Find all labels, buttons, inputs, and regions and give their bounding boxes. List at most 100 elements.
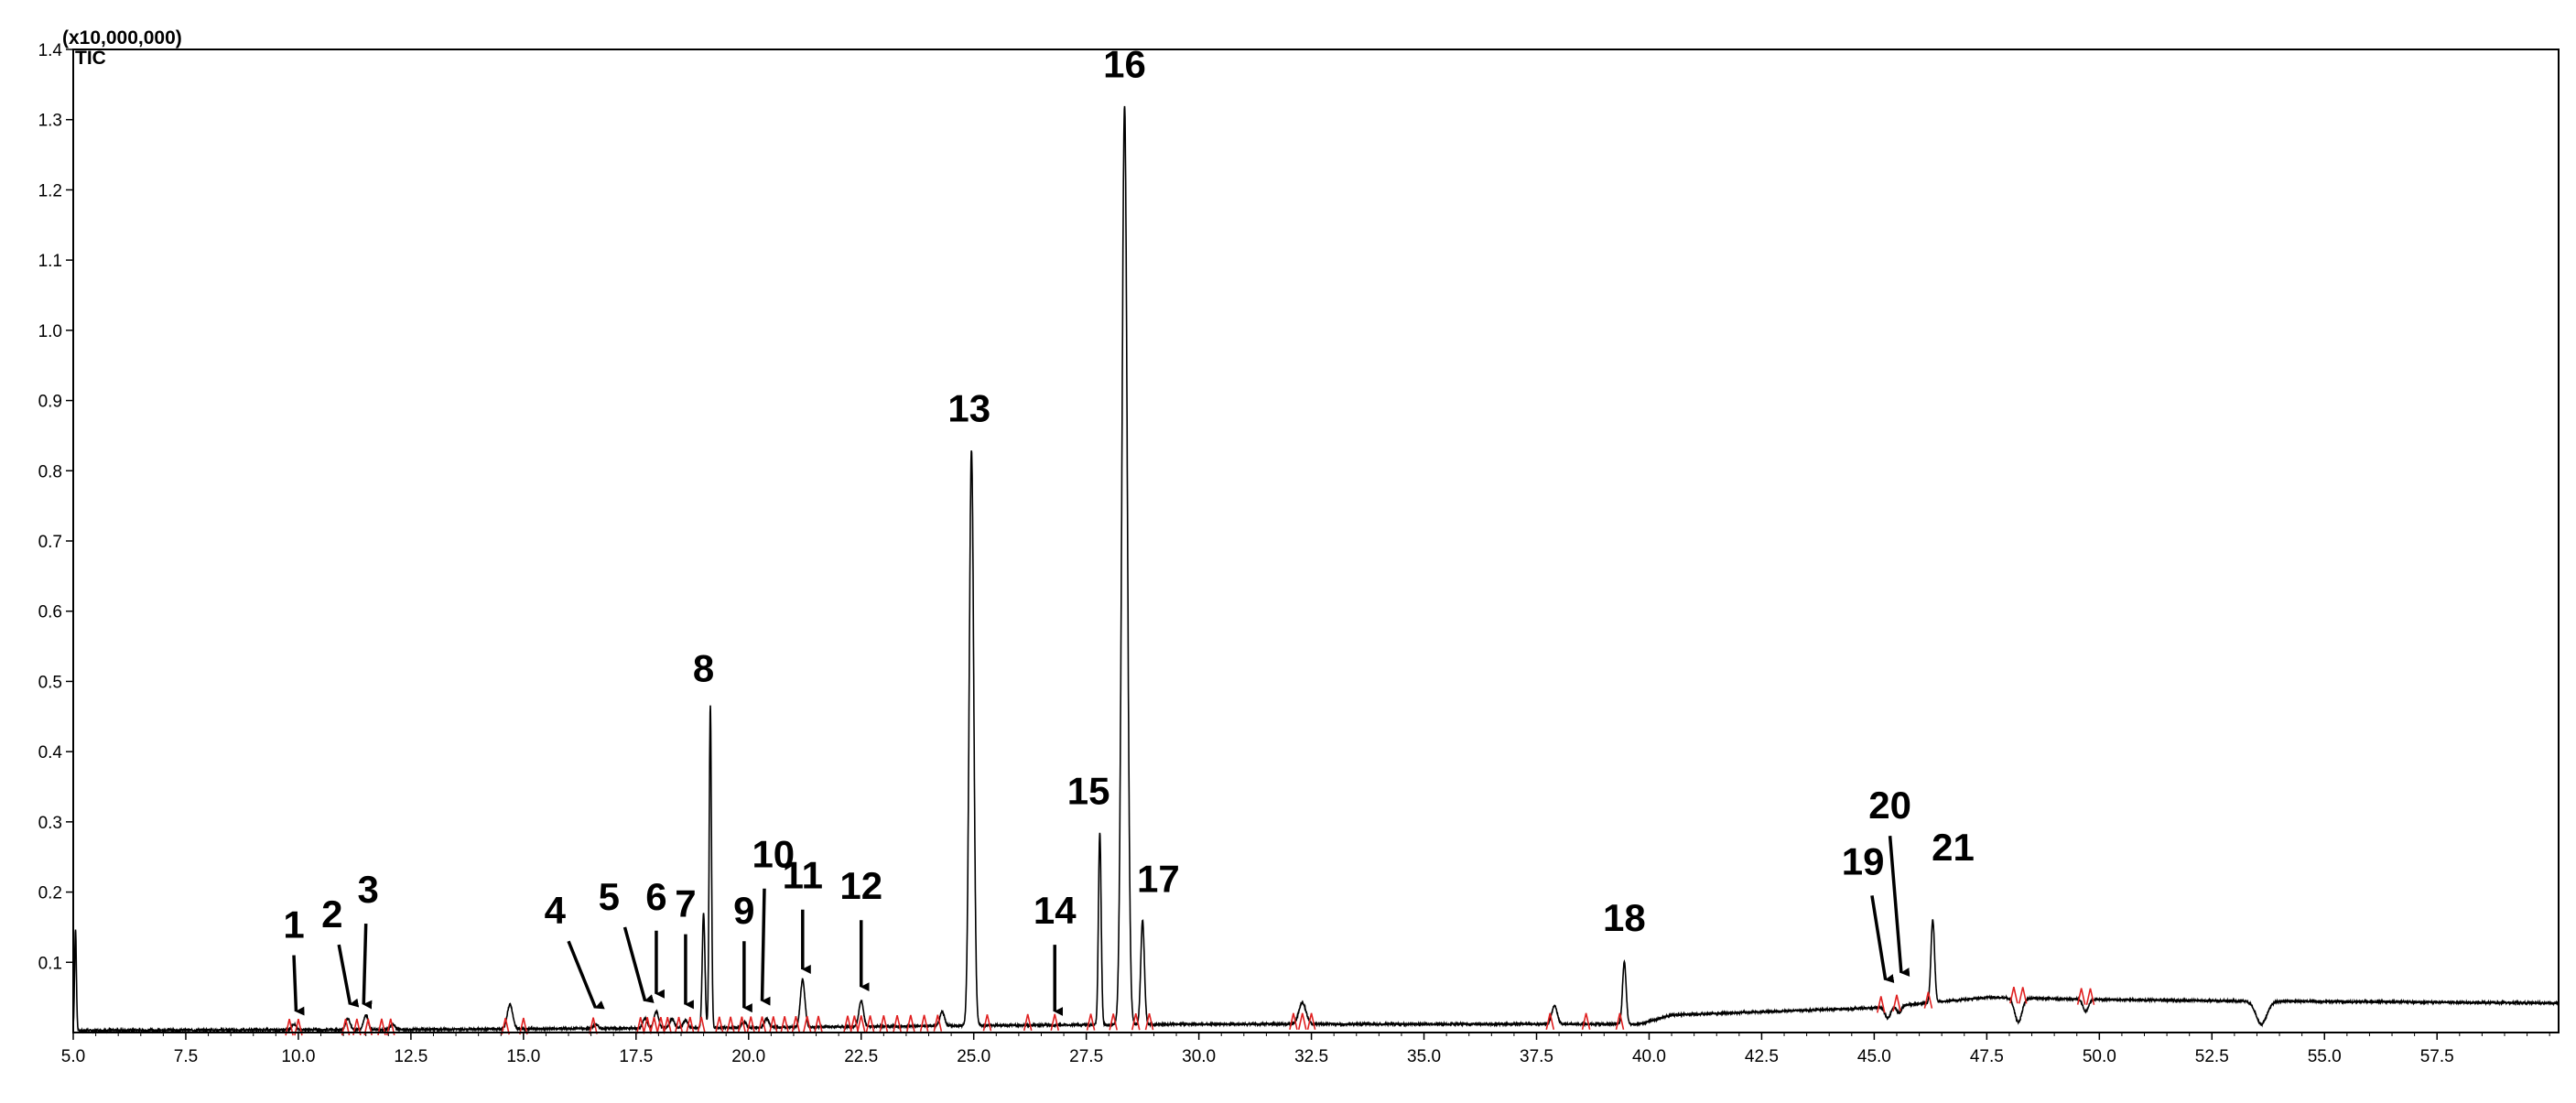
peak-integration-mark — [906, 1014, 915, 1033]
x-tick-label: 40.0 — [1632, 1047, 1666, 1066]
x-tick-label: 57.5 — [2420, 1047, 2454, 1066]
peak-integration-mark — [715, 1016, 724, 1033]
x-tick-label: 37.5 — [1520, 1047, 1553, 1066]
peak-integration-mark — [385, 1018, 395, 1036]
peak-label: 14 — [1034, 889, 1077, 932]
x-tick-label: 50.0 — [2083, 1047, 2116, 1066]
y-tick-label: 0.6 — [38, 603, 62, 622]
peak-integration-mark — [769, 1016, 778, 1033]
peak-label: 12 — [839, 864, 882, 907]
peak-arrow — [622, 926, 655, 1003]
peak-integration-mark — [656, 1017, 666, 1034]
y-tick-label: 1.1 — [38, 252, 62, 271]
y-tick-label: 0.8 — [38, 462, 62, 481]
x-tick-label: 20.0 — [731, 1047, 765, 1066]
peak-integration-mark — [856, 1015, 866, 1033]
peak-integration-mark — [663, 1016, 673, 1034]
peak-integration-mark — [341, 1018, 351, 1036]
y-tick-label: 1.4 — [38, 41, 63, 60]
peak-integration-mark — [519, 1017, 528, 1035]
peak-label: 17 — [1137, 858, 1180, 901]
y-tick-label: 0.4 — [38, 743, 63, 762]
x-tick-label: 17.5 — [619, 1047, 653, 1066]
peak-integration-mark — [746, 1016, 756, 1033]
peak-integration-mark — [726, 1016, 735, 1033]
x-tick-label: 32.5 — [1294, 1047, 1328, 1066]
peak-integration-mark — [377, 1018, 386, 1036]
peak-integration-mark — [697, 1016, 706, 1034]
peak-integration-mark — [2076, 988, 2086, 1005]
y-tick-label: 1.2 — [38, 181, 62, 200]
peak-integration-mark — [879, 1015, 889, 1033]
peak-integration-mark — [363, 1018, 373, 1036]
peak-arrow — [337, 944, 360, 1008]
peak-integration-mark — [1923, 991, 1933, 1009]
tic-trace-line — [72, 105, 2560, 1034]
peak-label: 7 — [675, 881, 696, 925]
peak-integration-mark — [814, 1015, 823, 1033]
peak-label: 20 — [1868, 784, 1911, 827]
y-tick-label: 0.7 — [38, 533, 62, 552]
peak-integration-mark — [635, 1017, 645, 1034]
peak-label: 3 — [357, 868, 378, 911]
peak-label: 4 — [545, 889, 567, 932]
peak-integration-mark — [843, 1015, 852, 1033]
x-tick-label: 10.0 — [281, 1047, 315, 1066]
peak-integration-mark — [893, 1014, 902, 1033]
peak-integration-mark — [1086, 1013, 1096, 1031]
peak-arrow — [362, 924, 373, 1010]
peak-integration-mark — [294, 1018, 303, 1036]
x-tick-label: 12.5 — [394, 1047, 428, 1066]
peak-integration-mark — [982, 1014, 992, 1032]
trace-label: TIC — [75, 48, 106, 69]
peak-integration-mark — [737, 1016, 747, 1033]
peak-integration-mark — [1109, 1013, 1118, 1031]
peak-integration-mark — [802, 1015, 812, 1033]
peak-integration-mark — [1297, 1012, 1307, 1030]
peak-label: 1 — [283, 903, 304, 946]
peak-integration-mark — [643, 1017, 652, 1034]
peak-arrow — [1870, 895, 1895, 983]
x-tick-label: 42.5 — [1745, 1047, 1779, 1066]
peak-label: 9 — [733, 889, 754, 932]
peak-integration-mark — [1581, 1012, 1591, 1030]
peak-integration-mark — [2009, 987, 2019, 1004]
x-tick-label: 5.0 — [61, 1047, 85, 1066]
peak-integration-mark — [1892, 994, 1901, 1012]
peak-integration-mark — [933, 1014, 943, 1032]
peak-label: 8 — [693, 646, 714, 689]
peak-integration-mark — [674, 1016, 684, 1034]
peak-label: 18 — [1603, 896, 1646, 939]
y-tick-label: 1.0 — [38, 322, 62, 341]
peak-integration-mark — [1289, 1012, 1298, 1030]
peak-label: 5 — [599, 875, 620, 918]
x-tick-label: 35.0 — [1407, 1047, 1441, 1066]
plot-frame — [72, 49, 2560, 1033]
peak-integration-mark — [589, 1017, 598, 1034]
peak-integration-mark — [2085, 988, 2095, 1005]
peak-label: 19 — [1842, 839, 1885, 882]
peak-integration-mark — [1615, 1012, 1625, 1030]
x-tick-label: 52.5 — [2195, 1047, 2229, 1066]
y-tick-label: 0.3 — [38, 814, 62, 833]
peak-integration-mark — [757, 1016, 767, 1033]
y-tick-label: 0.9 — [38, 393, 62, 412]
peak-arrow — [292, 955, 305, 1016]
x-tick-label: 25.0 — [957, 1047, 990, 1066]
peak-integration-mark — [1131, 1013, 1141, 1031]
peak-arrow — [567, 940, 605, 1010]
x-tick-label: 55.0 — [2308, 1047, 2342, 1066]
y-tick-label: 1.3 — [38, 112, 62, 131]
peak-integration-mark — [780, 1016, 789, 1033]
x-tick-label: 22.5 — [844, 1047, 878, 1066]
peak-integration-mark — [686, 1016, 695, 1034]
peak-integration-mark — [352, 1018, 362, 1036]
peak-integration-mark — [1545, 1012, 1555, 1030]
peak-label: 13 — [947, 387, 990, 430]
peak-integration-mark — [1023, 1013, 1033, 1032]
peak-integration-mark — [791, 1015, 801, 1033]
x-tick-label: 15.0 — [506, 1047, 540, 1066]
peak-integration-mark — [2018, 987, 2028, 1004]
peak-integration-mark — [1876, 996, 1886, 1013]
